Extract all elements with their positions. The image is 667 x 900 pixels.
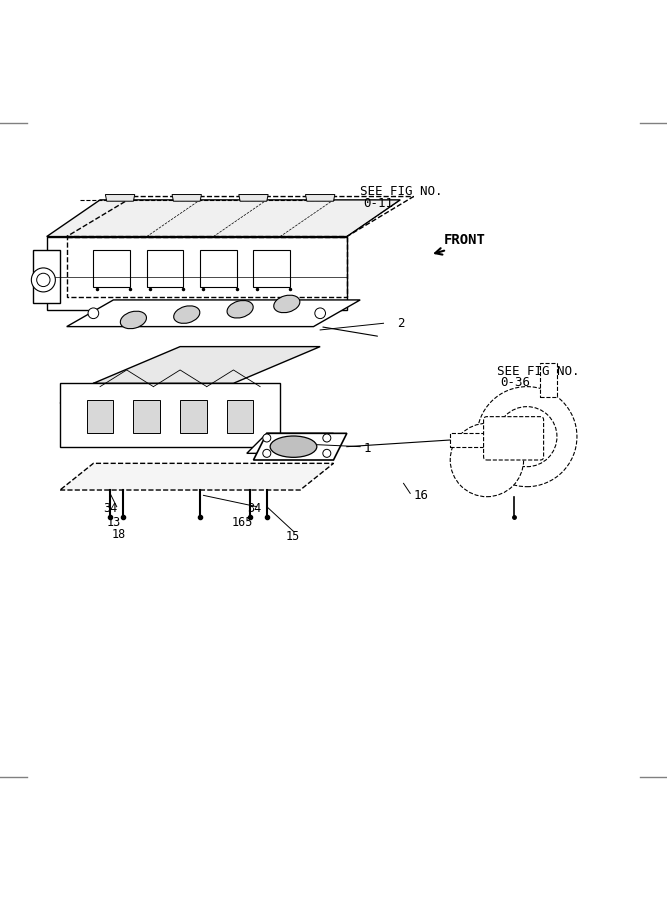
Ellipse shape [227,301,253,318]
Polygon shape [172,194,201,202]
Polygon shape [227,400,253,433]
Bar [93,250,130,286]
Ellipse shape [173,306,200,323]
Text: FRONT: FRONT [444,233,486,247]
Text: 0-36: 0-36 [500,376,530,389]
Text: 34: 34 [247,502,261,515]
Circle shape [323,434,331,442]
Ellipse shape [273,295,300,312]
Polygon shape [87,400,113,433]
Ellipse shape [120,311,147,328]
Circle shape [450,423,524,497]
Bar [253,250,290,286]
Circle shape [263,449,271,457]
Polygon shape [105,194,135,202]
Text: 15: 15 [285,530,299,544]
Circle shape [31,268,55,292]
Circle shape [323,449,331,457]
Polygon shape [60,383,233,403]
Polygon shape [239,194,268,202]
Text: 165: 165 [232,516,253,528]
Text: 2: 2 [397,317,404,329]
Polygon shape [33,250,60,303]
Text: SEE FIG NO.: SEE FIG NO. [497,364,580,378]
FancyBboxPatch shape [484,417,544,460]
Polygon shape [60,383,280,446]
Polygon shape [450,433,484,446]
Text: 16: 16 [414,489,428,502]
Polygon shape [67,300,360,327]
Polygon shape [253,433,347,460]
Circle shape [88,308,99,319]
Polygon shape [60,464,334,490]
Polygon shape [247,433,334,454]
Circle shape [477,387,577,487]
Polygon shape [93,346,320,383]
Circle shape [315,308,325,319]
Polygon shape [47,200,400,237]
Bar [200,250,237,286]
Text: 18: 18 [112,528,126,541]
Polygon shape [47,237,347,310]
Polygon shape [305,194,335,202]
Polygon shape [133,400,160,433]
Ellipse shape [270,436,317,457]
Circle shape [263,434,271,442]
Polygon shape [180,400,207,433]
Text: 34: 34 [103,502,117,515]
Text: 0-11: 0-11 [364,197,394,210]
Text: 1: 1 [364,442,371,455]
Polygon shape [540,364,557,397]
Bar [147,250,183,286]
Text: SEE FIG NO.: SEE FIG NO. [360,185,443,198]
Text: 13: 13 [107,516,121,528]
